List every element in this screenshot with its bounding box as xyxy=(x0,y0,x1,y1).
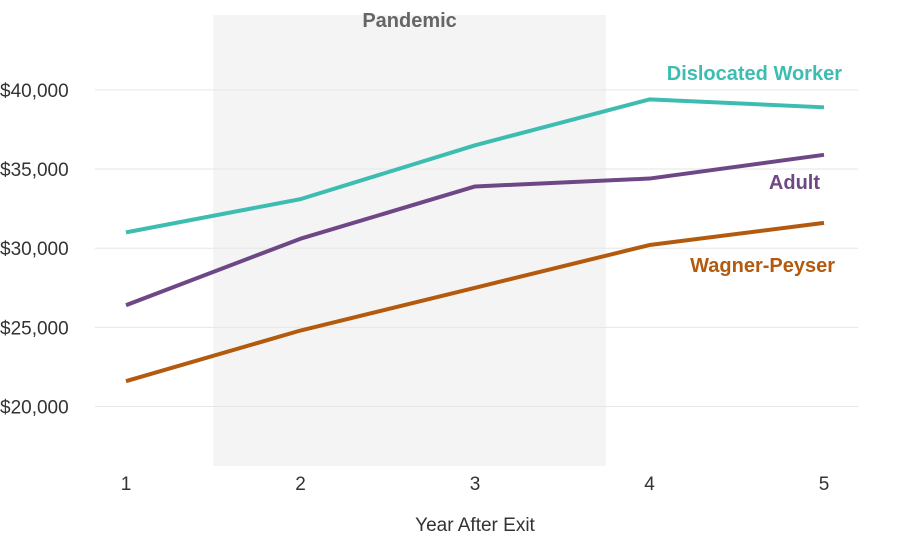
x-tick-label: 5 xyxy=(819,474,830,495)
y-axis-tick-labels: $20,000 $25,000 $30,000 $35,000 $40,000 xyxy=(0,81,69,419)
y-tick-label: $30,000 xyxy=(0,239,69,260)
series-labels: Dislocated Worker Adult Wagner-Peyser xyxy=(667,63,842,277)
series-lines xyxy=(125,97,825,384)
x-tick-label: 4 xyxy=(644,474,655,495)
series-label-adult: Adult xyxy=(769,172,820,194)
series-line-adult xyxy=(125,152,825,308)
series-label-dislocated-worker: Dislocated Worker xyxy=(667,63,842,85)
y-tick-label: $40,000 xyxy=(0,81,69,102)
x-axis-tick-labels: 1 2 3 4 5 xyxy=(121,474,830,495)
y-tick-label: $35,000 xyxy=(0,160,69,181)
y-tick-label: $25,000 xyxy=(0,318,69,339)
x-tick-label: 1 xyxy=(121,474,132,495)
x-tick-label: 2 xyxy=(295,474,306,495)
series-label-wagner-peyser: Wagner-Peyser xyxy=(690,255,835,277)
x-axis-title: Year After Exit xyxy=(415,515,535,536)
pandemic-band xyxy=(213,15,606,466)
pandemic-label: Pandemic xyxy=(362,10,456,32)
series-line-wagner-peyser xyxy=(125,220,825,384)
series-line-dislocated-worker xyxy=(125,97,825,235)
y-tick-label: $20,000 xyxy=(0,398,69,419)
x-tick-label: 3 xyxy=(470,474,481,495)
